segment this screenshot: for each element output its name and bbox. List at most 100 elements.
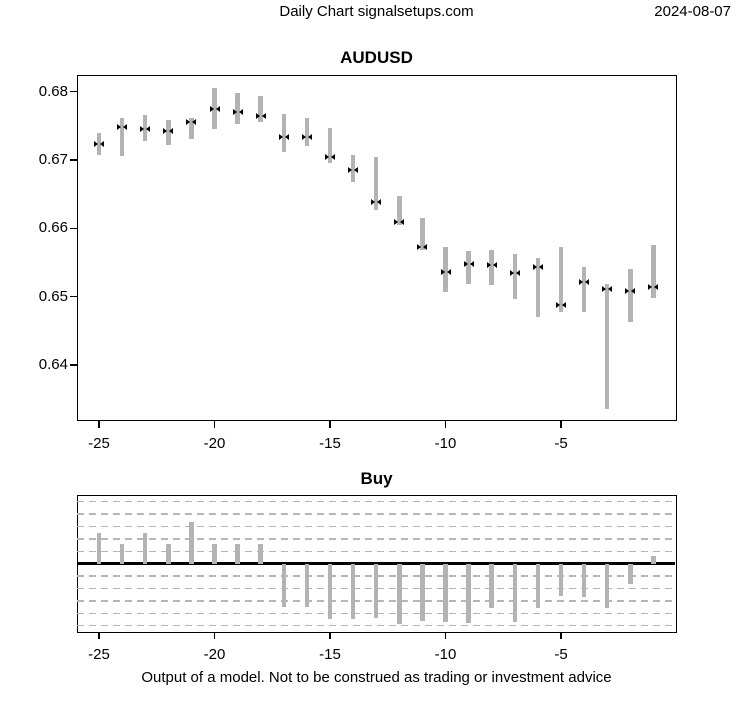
price-y-tick-label: 0.66 [38,219,68,237]
price-close-marker [255,112,266,119]
price-bar [651,245,656,298]
price-chart-title: AUDUSD [340,48,413,67]
price-bar [281,113,287,152]
signal-gridline [77,500,675,503]
price-x-tick [560,420,562,428]
price-close-marker [348,167,359,174]
price-x-tick-label: -25 [88,435,110,452]
price-bar [212,87,217,129]
price-y-tick-label: 0.67 [38,151,68,168]
price-bar [327,127,333,164]
price-bar [420,218,425,251]
page-header-date: 2024-08-07 [654,3,731,20]
signal-bar [166,543,171,564]
signal-gridline [77,624,675,627]
price-close-marker [556,301,566,308]
price-close-marker [463,261,474,268]
signal-bar [443,563,448,622]
signal-x-tick-label: -10 [434,646,457,663]
price-close-marker [94,140,104,147]
price-bar [96,133,102,156]
price-close-marker [625,288,636,295]
price-close-marker [325,153,335,160]
price-close-marker [163,127,174,134]
signal-bar [651,556,656,564]
price-close-marker [602,286,613,293]
price-bar [581,267,587,312]
signal-bar [512,563,518,622]
price-bar [304,117,310,147]
price-bar [466,250,471,284]
price-bar [628,268,633,322]
signal-bar [581,563,587,598]
price-bar [558,247,564,312]
price-close-marker [417,244,428,251]
price-close-marker [648,284,659,291]
signal-bar [628,563,633,584]
price-bar [489,250,494,285]
price-bar [119,117,125,156]
signal-gridline [77,513,675,515]
signal-bar [489,563,494,609]
price-close-marker [532,263,543,270]
price-bar [443,246,448,292]
signal-bar [350,563,356,620]
price-y-tick-label: 0.64 [38,355,68,373]
signal-x-tick [98,632,100,639]
price-y-tick [70,227,77,230]
disclaimer-text: Output of a model. Not to be construed a… [141,669,612,686]
signal-x-tick [329,632,331,639]
price-bar [350,155,356,182]
price-y-tick [70,364,77,366]
signal-bar [281,563,287,608]
price-x-tick [329,420,331,428]
price-close-marker [140,126,151,133]
price-y-tick-label: 0.68 [38,82,68,100]
price-x-tick-label: -15 [319,435,341,452]
price-bar [235,93,240,125]
price-bar [142,114,148,141]
signal-gridline [77,525,675,528]
price-close-marker [440,269,451,275]
price-x-tick-label: -20 [203,435,226,452]
signal-bar [604,563,610,609]
price-close-marker [278,134,289,141]
price-x-tick [213,420,216,428]
signal-bar [189,521,194,564]
price-close-marker [186,119,197,126]
signal-bar [397,563,402,625]
price-close-marker [301,134,312,141]
price-x-tick-label: -10 [434,435,457,452]
price-y-tick [70,90,77,93]
signal-bar [304,563,310,608]
signal-bar [212,543,217,564]
price-close-marker [509,269,520,276]
price-bar [189,117,194,140]
price-bar [258,95,263,122]
signal-bar [119,543,125,564]
signal-gridline [77,550,675,553]
price-close-marker [117,123,128,130]
price-x-tick [98,420,100,428]
signal-bar [373,563,379,619]
price-close-marker [209,106,220,113]
price-close-marker [232,108,243,115]
signal-x-tick [444,632,447,639]
signal-bar [142,532,148,564]
signal-x-tick-label: -25 [88,646,110,663]
price-close-marker [486,262,497,269]
signal-x-tick-label: -20 [203,646,226,663]
price-y-tick [70,159,77,161]
price-x-tick [444,420,447,428]
signal-bar [235,543,240,564]
signal-bar [535,563,541,609]
signal-x-tick [213,632,216,639]
signal-bar [96,532,102,564]
signal-bar [558,563,564,596]
signal-x-tick [560,632,562,639]
signal-bar [420,563,425,621]
price-bar [397,195,402,225]
price-plot-box [77,75,677,421]
signal-x-tick-label: -15 [319,646,341,663]
